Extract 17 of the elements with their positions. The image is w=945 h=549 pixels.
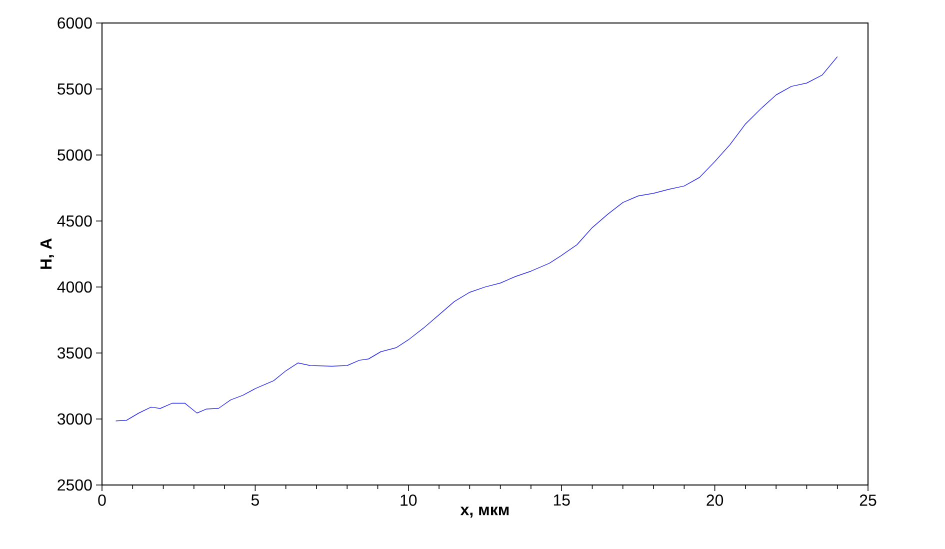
x-tick-label: 10: [400, 494, 417, 506]
x-tick-label: 5: [251, 494, 259, 506]
x-tick-label: 20: [706, 494, 724, 506]
y-tick-label: 4000: [57, 281, 92, 293]
y-tick-label: 3500: [57, 347, 92, 359]
y-tick-label: 5000: [58, 149, 92, 161]
x-tick-label: 0: [98, 494, 106, 506]
y-tick-label: 5500: [58, 83, 92, 95]
y-tick-label: 4500: [57, 215, 92, 227]
y-tick-label: 6000: [58, 17, 92, 29]
y-axis-title: H, A: [40, 238, 54, 269]
x-tick-label: 25: [860, 494, 876, 506]
x-tick-label: 15: [554, 494, 570, 506]
line-series: [115, 56, 838, 422]
y-tick-label: 2500: [58, 479, 92, 491]
x-axis-title: x, мкм: [460, 506, 509, 518]
y-tick-label: 3000: [57, 413, 92, 425]
